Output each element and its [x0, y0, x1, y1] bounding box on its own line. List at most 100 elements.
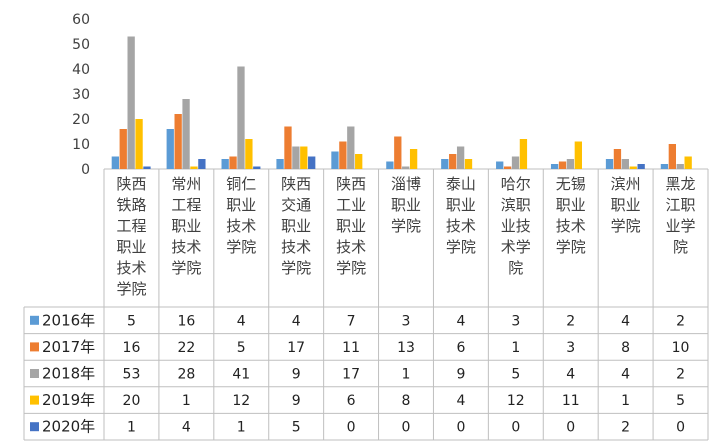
category-label-line: 学院	[171, 259, 201, 277]
bar	[190, 166, 198, 169]
data-table-cell: 5	[127, 313, 136, 329]
category-label-line: 院	[673, 238, 688, 256]
category-label-line: 职业	[336, 217, 366, 235]
category-label-line: 铁路	[116, 196, 146, 214]
legend-label: 2019年	[42, 391, 95, 409]
bar	[464, 159, 473, 169]
bar	[519, 139, 528, 169]
bar	[496, 161, 504, 169]
data-table: 陕西铁路工程职业技术学院常州工程职业技术学院铜仁职业技术学院陕西交通职业技术学院…	[23, 169, 709, 441]
category-label-line: 陕西	[281, 175, 311, 193]
data-table-cell: 0	[566, 420, 575, 436]
data-table-cell: 1	[511, 340, 520, 356]
bars	[111, 36, 692, 169]
category-label-line: 业技	[501, 217, 531, 235]
category-label-line: 交通	[281, 196, 311, 214]
data-table-cell: 0	[511, 420, 520, 436]
bar	[409, 149, 418, 169]
category-label-line: 学院	[446, 238, 476, 256]
data-table-cell: 5	[237, 340, 246, 356]
category-label-line: 学院	[556, 238, 586, 256]
category-label-line: 院	[508, 259, 523, 277]
data-table-cell: 5	[511, 367, 520, 383]
bar	[182, 99, 190, 169]
data-table-cell: 12	[507, 393, 525, 409]
data-table-cell: 17	[342, 367, 360, 383]
data-table-cell: 4	[182, 420, 191, 436]
bar	[668, 144, 676, 169]
bar	[605, 159, 614, 169]
category-label-line: 江职	[666, 196, 696, 214]
data-table-cell: 2	[676, 367, 685, 383]
data-table-cell: 4	[566, 367, 575, 383]
data-table-cell: 6	[347, 393, 356, 409]
y-tick-label: 50	[72, 37, 90, 53]
bar	[245, 139, 253, 169]
legend-label: 2018年	[42, 365, 95, 383]
data-table-cell: 8	[621, 340, 630, 356]
bar	[621, 159, 629, 169]
bar	[441, 159, 449, 169]
category-label-line: 泰山	[446, 175, 476, 193]
data-table-cell: 10	[672, 340, 690, 356]
category-label-line: 技术	[336, 238, 366, 256]
category-label-line: 技术	[446, 217, 476, 235]
bar	[613, 149, 622, 169]
bar	[143, 166, 151, 169]
bar	[119, 129, 127, 169]
data-table-cell: 1	[237, 420, 246, 436]
bar	[339, 141, 347, 169]
data-table-cell: 4	[237, 313, 246, 329]
category-label-line: 工业	[336, 196, 366, 214]
bar	[174, 114, 182, 169]
data-table-cell: 4	[292, 313, 301, 329]
data-table-cell: 0	[676, 420, 685, 436]
bar	[676, 164, 684, 169]
bar	[402, 166, 410, 169]
bar	[386, 161, 394, 169]
category-label-line: 工程	[116, 217, 146, 235]
category-label-line: 职业	[611, 196, 641, 214]
category-label-line: 学院	[611, 217, 641, 235]
bar	[629, 166, 637, 169]
bar	[637, 164, 645, 169]
category-label-line: 哈尔	[501, 175, 531, 193]
bar	[456, 146, 465, 169]
bar	[111, 156, 119, 169]
data-table-cell: 1	[402, 367, 411, 383]
data-table-cell: 3	[511, 313, 520, 329]
data-table-cell: 2	[566, 313, 575, 329]
data-table-cell: 11	[342, 340, 360, 356]
data-table-cell: 11	[562, 393, 580, 409]
category-label-line: 职业	[226, 196, 256, 214]
legend-key	[30, 395, 39, 405]
data-table-cell: 4	[456, 313, 465, 329]
category-label-line: 铜仁	[226, 175, 256, 193]
category-label-line: 滨州	[611, 175, 641, 193]
category-label-line: 技术	[556, 217, 586, 235]
data-table-cell: 3	[402, 313, 411, 329]
category-label-line: 淄博	[391, 175, 421, 193]
category-label-line: 陕西	[336, 175, 366, 193]
bar	[566, 159, 575, 169]
bar	[237, 66, 245, 169]
data-table-cell: 13	[397, 340, 415, 356]
bar	[166, 129, 174, 169]
bar	[284, 126, 292, 169]
data-table-cell: 12	[232, 393, 250, 409]
data-table-cell: 28	[177, 367, 195, 383]
category-label-line: 职业	[171, 217, 201, 235]
y-tick-label: 40	[72, 62, 90, 78]
data-table-cell: 17	[287, 340, 305, 356]
data-table-cell: 8	[402, 393, 411, 409]
bar	[221, 159, 229, 169]
bar	[229, 156, 237, 169]
bar	[331, 151, 339, 169]
data-table-cell: 20	[123, 393, 141, 409]
